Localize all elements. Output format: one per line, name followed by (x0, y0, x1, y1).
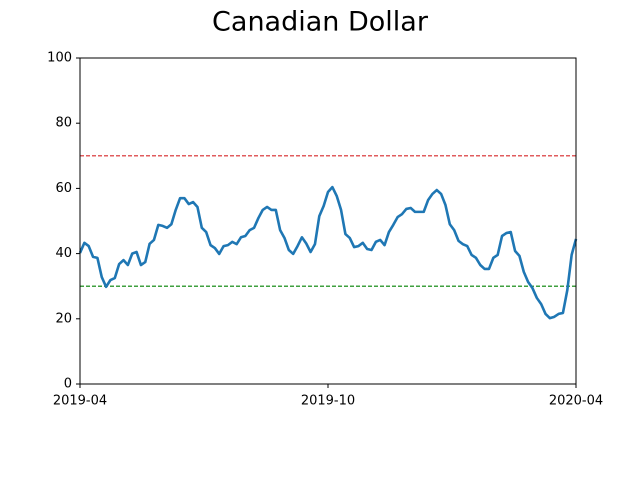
x-tick-label: 2019-10 (301, 394, 355, 409)
plot-frame (79, 57, 577, 385)
x-tick-label: 2020-04 (549, 394, 603, 409)
y-tick-label: 60 (55, 181, 72, 196)
y-tick-label: 80 (55, 116, 72, 131)
y-tick-label: 0 (64, 377, 72, 392)
data-line (78, 185, 578, 320)
y-tick-label: 100 (47, 51, 72, 66)
y-tick-label: 20 (55, 311, 72, 326)
chart-title: Canadian Dollar (212, 7, 429, 38)
x-tick-label: 2019-04 (53, 394, 107, 409)
y-tick-label: 40 (55, 246, 72, 261)
